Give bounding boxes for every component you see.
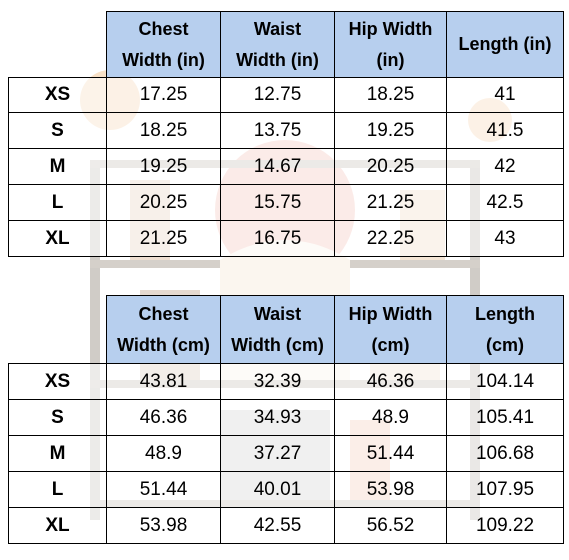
corner-cell [8,11,107,78]
length-value: 42.5 [446,184,564,221]
size-label: XL [8,220,107,257]
table-row: S 18.25 13.75 19.25 41.5 [8,112,564,149]
header-hip-width: Hip Width (cm) [334,295,447,364]
length-value: 107.95 [446,471,564,508]
chest-value: 48.9 [106,435,221,472]
table-row: M 48.9 37.27 51.44 106.68 [8,435,564,472]
hip-value: 48.9 [334,399,447,436]
table-row: L 20.25 15.75 21.25 42.5 [8,184,564,221]
header-hip-width: Hip Width (in) [334,11,447,78]
hip-value: 53.98 [334,471,447,508]
chest-value: 43.81 [106,363,221,400]
hip-value: 18.25 [334,77,447,113]
length-value: 109.22 [446,507,564,544]
chest-value: 53.98 [106,507,221,544]
header-waist-width: Waist Width (in) [220,11,335,78]
chest-value: 18.25 [106,112,221,149]
waist-value: 14.67 [220,148,335,185]
table-row: XS 17.25 12.75 18.25 41 [8,77,564,113]
size-label: M [8,435,107,472]
hip-value: 46.36 [334,363,447,400]
length-value: 41 [446,77,564,113]
hip-value: 56.52 [334,507,447,544]
chest-value: 46.36 [106,399,221,436]
hip-value: 22.25 [334,220,447,257]
hip-value: 21.25 [334,184,447,221]
waist-value: 13.75 [220,112,335,149]
size-label: L [8,184,107,221]
hip-value: 20.25 [334,148,447,185]
header-row: Chest Width (cm) Waist Width (cm) Hip Widt… [8,295,564,364]
header-row: Chest Width (in) Waist Width (in) Hip Widt… [8,11,564,78]
table-row: XL 21.25 16.75 22.25 43 [8,220,564,257]
waist-value: 40.01 [220,471,335,508]
length-value: 43 [446,220,564,257]
chest-value: 19.25 [106,148,221,185]
header-chest-width: Chest Width (cm) [106,295,221,364]
waist-value: 34.93 [220,399,335,436]
length-value: 42 [446,148,564,185]
waist-value: 37.27 [220,435,335,472]
table-row: M 19.25 14.67 20.25 42 [8,148,564,185]
size-label: XL [8,507,107,544]
waist-value: 12.75 [220,77,335,113]
size-label: L [8,471,107,508]
length-value: 41.5 [446,112,564,149]
size-label: XS [8,363,107,400]
chest-value: 20.25 [106,184,221,221]
size-label: S [8,399,107,436]
size-label: S [8,112,107,149]
hip-value: 19.25 [334,112,447,149]
waist-value: 15.75 [220,184,335,221]
waist-value: 32.39 [220,363,335,400]
size-chart-centimeters: Chest Width (cm) Waist Width (cm) Hip Widt… [8,295,564,544]
waist-value: 16.75 [220,220,335,257]
size-chart-inches: Chest Width (in) Waist Width (in) Hip Widt… [8,11,564,257]
hip-value: 51.44 [334,435,447,472]
size-label: XS [8,77,107,113]
table-row: S 46.36 34.93 48.9 105.41 [8,399,564,436]
header-waist-width: Waist Width (cm) [220,295,335,364]
length-value: 104.14 [446,363,564,400]
corner-cell [8,295,107,364]
chest-value: 21.25 [106,220,221,257]
header-length: Length (cm) [446,295,564,364]
length-value: 105.41 [446,399,564,436]
table-row: XL 53.98 42.55 56.52 109.22 [8,507,564,544]
chest-value: 51.44 [106,471,221,508]
chest-value: 17.25 [106,77,221,113]
table-row: L 51.44 40.01 53.98 107.95 [8,471,564,508]
header-chest-width: Chest Width (in) [106,11,221,78]
header-length: Length (in) [446,11,564,78]
table-row: XS 43.81 32.39 46.36 104.14 [8,363,564,400]
waist-value: 42.55 [220,507,335,544]
size-label: M [8,148,107,185]
length-value: 106.68 [446,435,564,472]
